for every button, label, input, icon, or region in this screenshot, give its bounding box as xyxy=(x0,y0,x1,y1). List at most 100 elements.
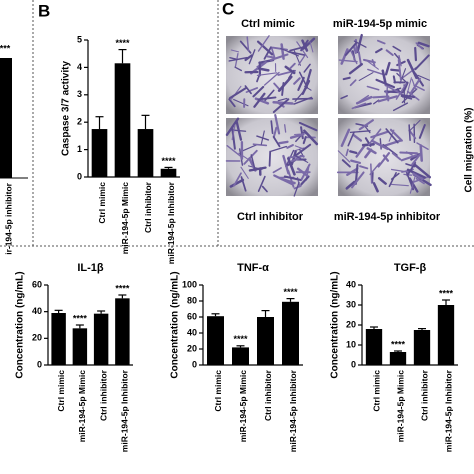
cell xyxy=(413,84,425,91)
cell xyxy=(414,46,418,62)
cell xyxy=(349,79,357,87)
significance: **** xyxy=(73,313,88,323)
cell xyxy=(272,126,278,138)
cell xyxy=(277,75,293,92)
cell xyxy=(399,68,407,84)
cell xyxy=(277,97,288,102)
cell xyxy=(293,77,301,85)
cell xyxy=(384,61,391,76)
x-tick-label: miR-194-5p Inhibitor xyxy=(166,181,176,264)
cell xyxy=(364,125,371,134)
cell xyxy=(263,46,272,60)
cell xyxy=(401,94,416,99)
cell xyxy=(340,48,349,65)
y-tick-label: 100 xyxy=(182,279,197,289)
bar xyxy=(365,329,383,365)
cell xyxy=(408,124,411,142)
cell xyxy=(411,153,422,166)
cell xyxy=(302,136,307,145)
cell xyxy=(352,134,363,142)
x-tick-label: Ctrl inhibitor xyxy=(263,369,273,421)
cell xyxy=(337,150,351,163)
cell xyxy=(243,149,258,165)
cell xyxy=(367,128,382,146)
cell xyxy=(228,98,236,108)
cell xyxy=(284,65,296,75)
x-tick-label: miR-194-5p Mimic xyxy=(238,370,248,443)
cell xyxy=(391,152,402,161)
cell xyxy=(359,165,369,170)
cell xyxy=(297,54,306,66)
x-tick-label: miR-194-5p Mimic xyxy=(120,182,130,255)
cell xyxy=(293,181,300,197)
cell xyxy=(372,95,390,99)
chart-title: IL-1β xyxy=(77,262,104,274)
bar xyxy=(282,301,299,365)
cell xyxy=(260,130,265,145)
cell xyxy=(268,150,272,167)
cell xyxy=(286,144,294,149)
cell xyxy=(355,95,373,105)
chart-title: TGF-β xyxy=(394,262,427,274)
y-tick-label: 60 xyxy=(32,279,42,289)
x-tick-label: miR-194-5p Mimic xyxy=(77,370,87,443)
cell xyxy=(261,185,268,193)
cell xyxy=(244,54,253,62)
cell xyxy=(235,119,243,141)
cell xyxy=(371,59,376,67)
cell xyxy=(390,68,401,72)
cell xyxy=(358,72,374,81)
bar xyxy=(413,330,431,365)
cell xyxy=(341,159,351,168)
cell xyxy=(231,124,236,141)
cell xyxy=(233,99,249,107)
cell xyxy=(256,40,274,56)
cell xyxy=(270,145,288,152)
cell xyxy=(298,121,318,132)
cell xyxy=(342,76,351,81)
image-caption: miR-194-5p mimic xyxy=(333,18,427,30)
y-tick-label: 1 xyxy=(77,144,82,154)
cell xyxy=(400,154,418,162)
cell xyxy=(276,101,285,108)
cell xyxy=(372,182,379,193)
cell xyxy=(408,177,419,193)
cell xyxy=(253,92,266,108)
y-tick-label: 60 xyxy=(187,311,197,321)
bar xyxy=(232,347,249,365)
cell xyxy=(287,50,305,56)
cell xyxy=(377,152,391,168)
cell xyxy=(281,81,285,96)
cell xyxy=(250,154,256,171)
cell xyxy=(270,47,276,59)
x-tick-label: miR-194-5p Mimic xyxy=(395,370,405,443)
cell xyxy=(349,49,358,65)
cell xyxy=(347,131,355,147)
cell xyxy=(289,46,304,52)
y-axis-label: Concentration (ng/mL) xyxy=(330,271,341,378)
cell xyxy=(352,45,357,54)
x-tick-label: Ctrl inhibitor xyxy=(98,369,108,421)
cell xyxy=(231,128,236,150)
cell xyxy=(264,89,275,102)
bar xyxy=(115,298,130,365)
cell xyxy=(278,140,289,145)
y-axis-label: Caspase 3/7 activity xyxy=(61,61,72,156)
cell xyxy=(408,119,421,132)
cell xyxy=(370,139,389,151)
y-tick-label: 0 xyxy=(37,359,42,369)
cell xyxy=(300,126,304,140)
cell xyxy=(382,154,390,162)
cell xyxy=(226,145,244,159)
cell xyxy=(256,72,278,77)
significance: **** xyxy=(115,283,130,293)
cell xyxy=(248,49,256,65)
cell xyxy=(240,166,249,179)
cell xyxy=(415,177,425,185)
cell xyxy=(340,95,348,100)
chart-title: TNF-α xyxy=(237,262,269,274)
cell xyxy=(346,167,359,176)
bar xyxy=(257,317,274,365)
cell xyxy=(273,174,293,186)
